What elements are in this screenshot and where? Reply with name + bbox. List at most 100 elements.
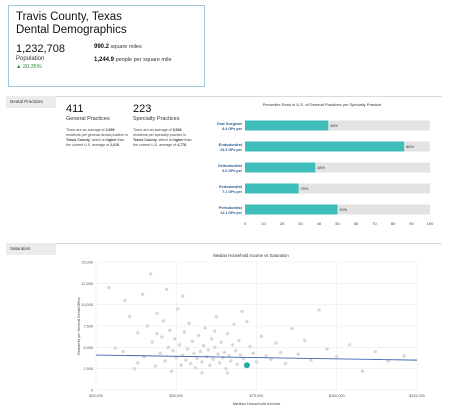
scatter-point: [335, 355, 339, 359]
bar-category-label: Orthodontist: [218, 163, 243, 168]
specialty-practices-label: Specialty Practices: [133, 116, 180, 122]
bar-category-sublabel: 12.1 GPs per: [220, 211, 242, 215]
bar: [245, 120, 329, 131]
scatter-point: [302, 338, 307, 343]
section-divider: [56, 243, 442, 244]
scatter-point: [317, 308, 321, 312]
percentile-chart-title: Percentile Rank in U.S. of General Pract…: [262, 102, 382, 107]
scatter-point: [171, 349, 175, 353]
area-unit: square miles: [110, 44, 142, 50]
bar-value-label: 45%: [330, 124, 338, 128]
bar-track: [245, 162, 430, 173]
bar-value-label: 38%: [317, 166, 325, 170]
scatter-point: [121, 349, 125, 354]
scatter-point: [402, 354, 406, 358]
bar-value-label: 29%: [301, 187, 309, 191]
x-tick-label: $25,000: [89, 394, 103, 398]
y-tick-label: 10,000: [81, 303, 93, 307]
bar-category-label: Endodontist: [219, 142, 243, 147]
density-value: 1,244.9: [94, 57, 115, 63]
scatter-point: [214, 314, 219, 319]
scatter-point: [195, 356, 199, 361]
scatter-point: [184, 358, 188, 362]
x-tick-label: $100,000: [329, 394, 345, 398]
bar-category-sublabel: 8.4 GPs per: [222, 127, 242, 131]
scatter-point: [283, 361, 288, 366]
scatter-point: [225, 331, 230, 336]
scatter-point: [163, 359, 167, 363]
y-tick-label: 7,500: [83, 325, 93, 329]
scatter-point: [264, 354, 268, 358]
scatter-point: [290, 326, 294, 331]
bar: [245, 141, 405, 152]
scatter-point: [373, 349, 377, 354]
area-value: 990.2: [94, 44, 110, 50]
scatter-point: [233, 349, 238, 353]
x-tick-label: 100: [427, 221, 434, 226]
scatter-point: [222, 350, 227, 355]
scatter-point: [274, 341, 278, 345]
scatter-point: [166, 345, 170, 350]
x-tick-label: 80: [391, 221, 396, 226]
scatter-point: [225, 371, 230, 375]
scatter-point: [254, 360, 259, 364]
specialty-practices-count: 223: [133, 103, 152, 115]
scatter-point: [180, 294, 185, 298]
x-tick-label: $75,000: [250, 394, 264, 398]
scatter-point: [182, 330, 186, 334]
scatter-point: [153, 364, 158, 368]
scatter-point: [248, 344, 252, 349]
x-tick-label: 50: [335, 221, 340, 226]
y-tick-label: 0: [91, 389, 93, 393]
scatter-point: [158, 351, 162, 356]
area-line: 990.2 square miles: [94, 43, 172, 52]
x-tick-label: 40: [317, 221, 322, 226]
county-summary-card: Travis County, Texas Dental Demographics…: [8, 5, 205, 87]
scatter-point: [169, 369, 174, 373]
county-title-line2: Dental Demographics: [16, 24, 127, 36]
general-practices-kpi: 411 General Practices There are an avera…: [66, 103, 128, 148]
scatter-point: [164, 287, 169, 292]
population-block: 1,232,708 Population ▲ 20.35%: [16, 43, 94, 70]
scatter-point: [229, 359, 233, 363]
scatter-point: [240, 309, 244, 314]
scatter-point: [177, 343, 182, 347]
scatter-point: [136, 331, 140, 335]
trend-line: [95, 354, 418, 361]
scatter-point: [211, 357, 215, 361]
scatter-point: [217, 360, 222, 365]
saturation-section-tab: Saturation: [6, 243, 56, 255]
bar-category-label: Pedodontist: [219, 184, 243, 189]
bar-value-label: 50%: [340, 208, 348, 212]
scatter-point: [200, 371, 204, 375]
scatter-point: [188, 361, 193, 366]
density-line: 1,244.9 people per square mile: [94, 56, 172, 65]
x-tick-label: $125,000: [409, 394, 425, 398]
scatter-point: [185, 347, 190, 351]
scatter-point: [148, 272, 153, 276]
x-tick-label: 60: [354, 221, 359, 226]
scatter-point: [201, 343, 206, 348]
density-unit: people per square mile: [115, 57, 172, 63]
scatter-point: [309, 358, 313, 362]
population-change: ▲ 20.35%: [16, 64, 42, 70]
scatter-point: [160, 335, 164, 339]
x-tick-label: 30: [298, 221, 303, 226]
x-tick-label: 10: [261, 221, 266, 226]
scatter-point: [140, 292, 145, 297]
scatter-point: [208, 363, 212, 367]
section-divider: [56, 96, 442, 97]
scatter-point: [155, 331, 159, 336]
scatter-point: [360, 369, 365, 373]
scatter-point: [219, 340, 223, 344]
specialty-practices-description: There are an average of 5,528 residents …: [133, 128, 192, 147]
bar: [245, 204, 338, 215]
scatter-point: [325, 347, 329, 351]
scatter-point: [296, 352, 300, 356]
scatter-point: [209, 337, 214, 341]
county-title-line1: Travis County, Texas: [16, 11, 122, 23]
x-tick-label: 70: [372, 221, 377, 226]
population-label: Population: [16, 56, 45, 62]
scatter-point: [150, 340, 154, 344]
